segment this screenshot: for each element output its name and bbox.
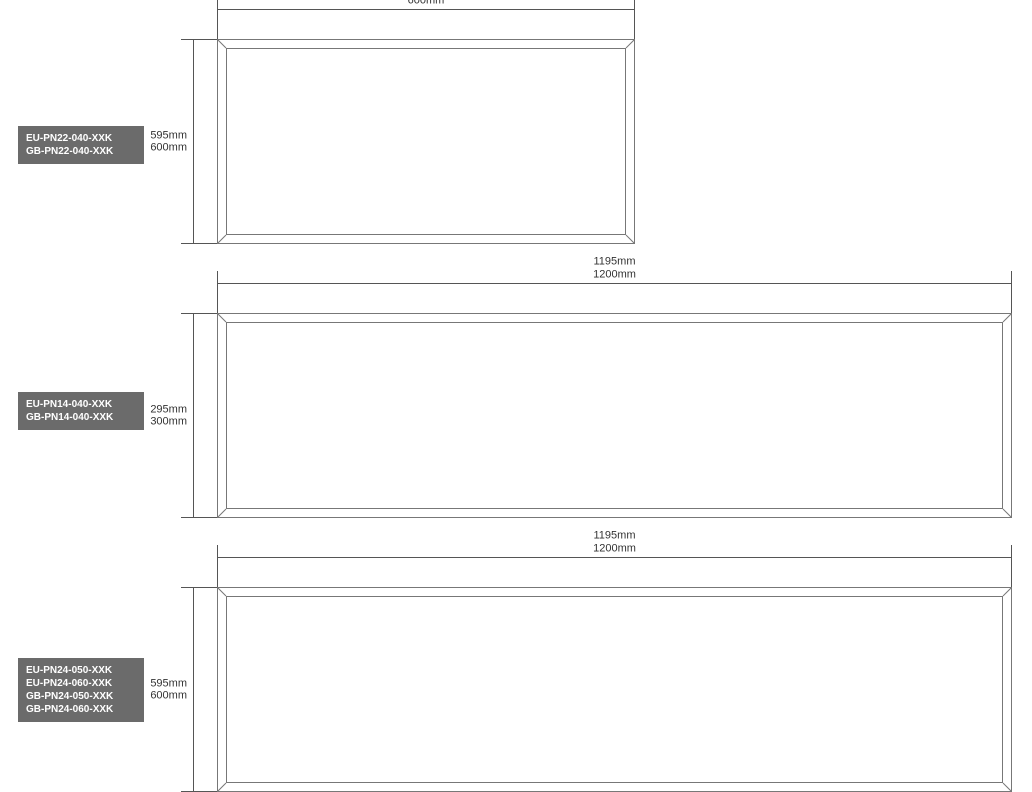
- frame-mitres: [217, 313, 1012, 518]
- panel-wide: [217, 587, 1012, 792]
- dim-left-tick-top: [181, 39, 217, 40]
- product-label-box: EU-PN22-040-XXKGB-PN22-040-XXK: [18, 126, 144, 164]
- dim-left-text: 595mm600mm: [150, 677, 187, 702]
- product-label-box: EU-PN24-050-XXKEU-PN24-060-XXKGB-PN24-05…: [18, 658, 144, 722]
- product-label-line: EU-PN14-040-XXK: [26, 398, 136, 411]
- panel-square: [217, 39, 635, 244]
- dim-top-val2: 600mm: [408, 0, 445, 6]
- dim-top-val1: 1195mm: [594, 256, 636, 268]
- dim-left-val2: 600mm: [150, 690, 187, 702]
- dim-top-text: 1195mm1200mm: [593, 530, 636, 555]
- dim-top-tick-left: [217, 271, 218, 313]
- product-label-line: GB-PN24-050-XXK: [26, 690, 136, 703]
- dim-left-tick-bottom: [181, 243, 217, 244]
- product-label-box: EU-PN14-040-XXKGB-PN14-040-XXK: [18, 392, 144, 430]
- product-label-line: GB-PN14-040-XXK: [26, 411, 136, 424]
- dim-left-val2: 300mm: [150, 416, 187, 428]
- dim-top-val2: 1200mm: [593, 268, 636, 280]
- dim-top-val2: 1200mm: [593, 542, 636, 554]
- dim-top-line: [217, 9, 635, 10]
- dim-top-val1: 1195mm: [594, 530, 636, 542]
- dim-left-val2: 600mm: [150, 142, 187, 154]
- product-label-line: EU-PN24-060-XXK: [26, 677, 136, 690]
- dim-left-text: 295mm300mm: [150, 403, 187, 428]
- product-label-line: EU-PN24-050-XXK: [26, 664, 136, 677]
- dim-left-tick-bottom: [181, 517, 217, 518]
- frame-mitres: [217, 39, 635, 244]
- dim-left-line: [193, 39, 194, 244]
- dim-top-tick-left: [217, 0, 218, 39]
- dim-top-line: [217, 283, 1012, 284]
- dim-top-text: 595mm600mm: [408, 0, 445, 7]
- frame-mitres: [217, 587, 1012, 792]
- dim-left-line: [193, 587, 194, 792]
- dim-left-line: [193, 313, 194, 518]
- dim-top-text: 1195mm1200mm: [593, 256, 636, 281]
- dim-top-tick-right: [634, 0, 635, 39]
- dim-left-val1: 595mm: [150, 129, 187, 141]
- dim-left-text: 595mm600mm: [150, 129, 187, 154]
- dim-left-tick-top: [181, 587, 217, 588]
- product-label-line: GB-PN24-060-XXK: [26, 703, 136, 716]
- panel-slim: [217, 313, 1012, 518]
- product-label-line: GB-PN22-040-XXK: [26, 145, 136, 158]
- product-label-line: EU-PN22-040-XXK: [26, 132, 136, 145]
- dim-top-tick-left: [217, 545, 218, 587]
- dim-top-line: [217, 557, 1012, 558]
- dim-left-val1: 295mm: [150, 403, 187, 415]
- dim-left-val1: 595mm: [150, 677, 187, 689]
- dim-top-tick-right: [1011, 545, 1012, 587]
- dim-left-tick-top: [181, 313, 217, 314]
- dim-top-tick-right: [1011, 271, 1012, 313]
